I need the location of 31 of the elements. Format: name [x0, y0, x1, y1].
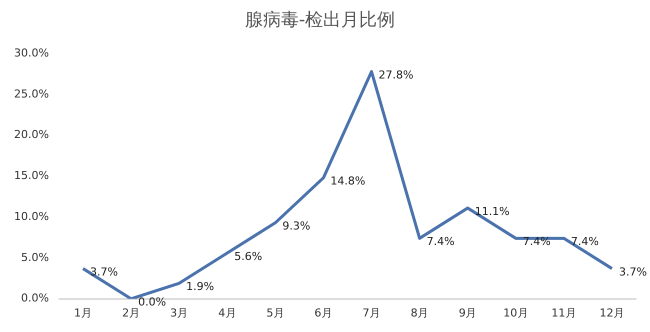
- data-label: 7.4%: [570, 235, 599, 248]
- x-tick-label: 4月: [218, 306, 236, 320]
- data-label: 11.1%: [474, 204, 510, 218]
- y-tick-label: 5.0%: [20, 250, 49, 264]
- x-tick-label: 6月: [314, 306, 332, 320]
- x-tick-label: 3月: [170, 306, 188, 320]
- x-tick-label: 2月: [122, 306, 140, 320]
- data-label: 5.6%: [234, 250, 262, 263]
- y-tick-label: 30.0%: [14, 46, 49, 60]
- y-tick-label: 0.0%: [20, 292, 49, 305]
- x-tick-label: 10月: [503, 306, 528, 320]
- data-label: 14.8%: [330, 174, 366, 188]
- x-tick-label: 5月: [266, 306, 284, 320]
- y-tick-label: 25.0%: [14, 87, 49, 100]
- data-label: 1.9%: [186, 280, 214, 294]
- y-tick-label: 15.0%: [14, 169, 49, 182]
- x-tick-label: 8月: [410, 306, 429, 320]
- y-tick-label: 10.0%: [14, 210, 49, 223]
- x-tick-label: 1月: [74, 306, 92, 320]
- data-label: 9.3%: [282, 220, 310, 233]
- data-label: 3.7%: [90, 265, 118, 278]
- x-tick-label: 11月: [551, 306, 576, 320]
- data-label: 27.8%: [378, 68, 414, 82]
- data-label: 3.7%: [618, 265, 647, 278]
- x-tick-label: 9月: [458, 306, 477, 320]
- x-tick-label: 12月: [599, 306, 624, 320]
- data-label: 0.0%: [138, 296, 166, 309]
- y-tick-label: 20.0%: [14, 128, 49, 142]
- chart-title: 腺病毒-检出月比例: [244, 9, 396, 30]
- x-tick-label: 7月: [362, 306, 381, 320]
- data-label: 7.4%: [426, 235, 455, 248]
